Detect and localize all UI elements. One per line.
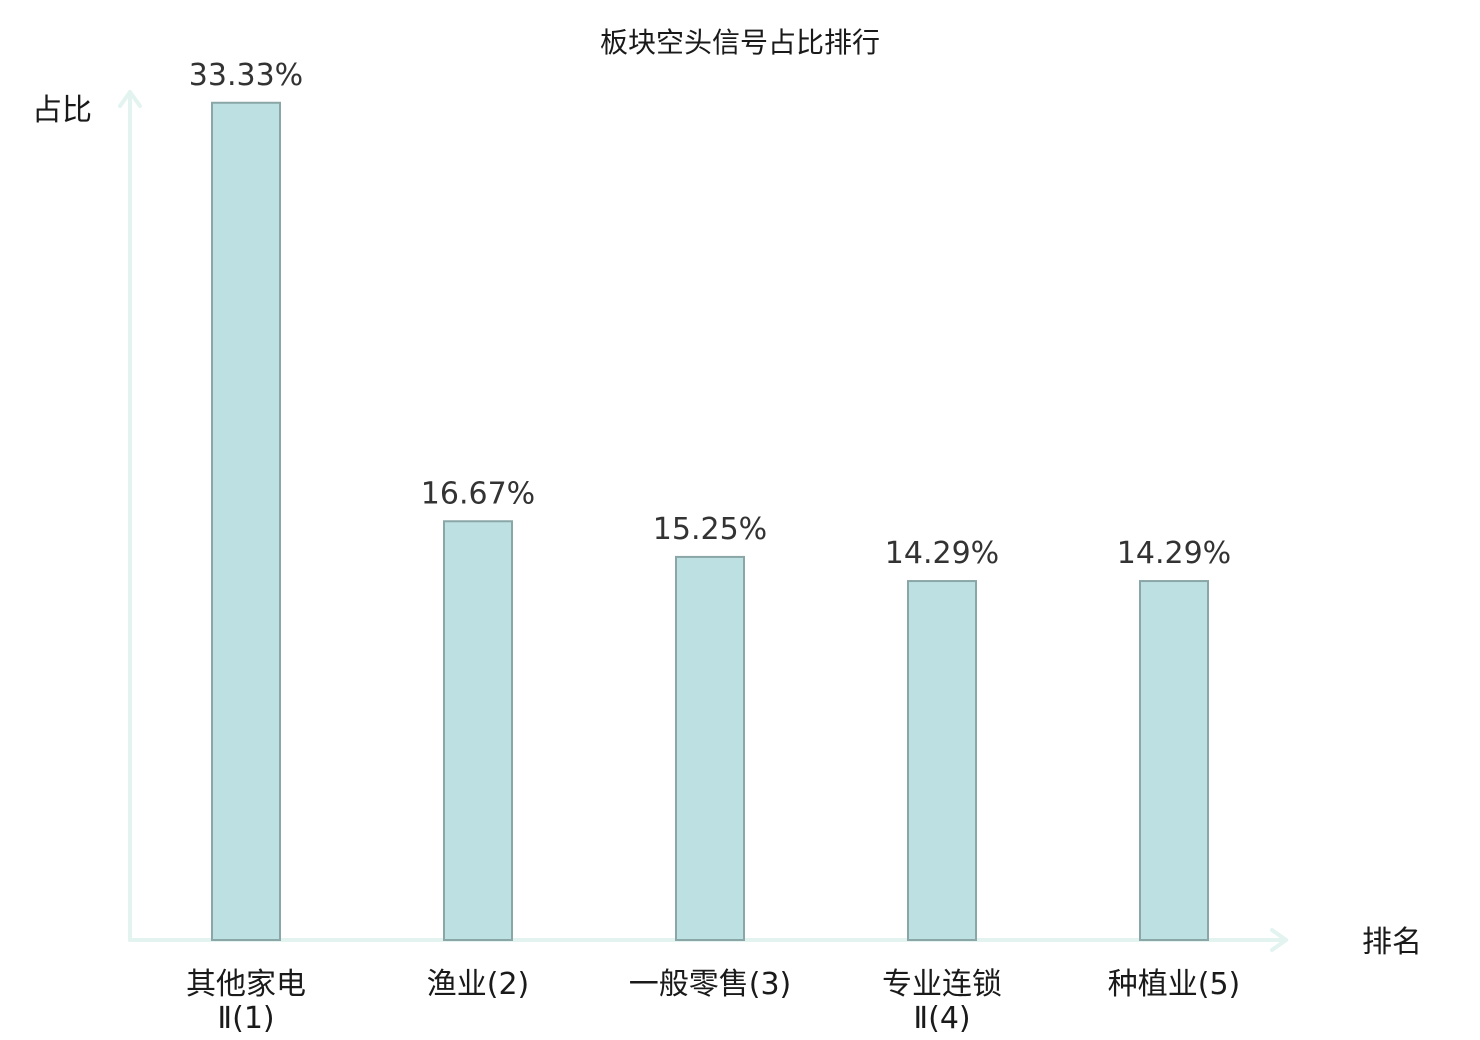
- bar-value-label: 15.25%: [653, 512, 767, 547]
- bar-value-label: 16.67%: [421, 476, 535, 511]
- bar: [443, 520, 513, 941]
- category-label: 其他家电: [186, 967, 306, 1002]
- bar-value-label: 33.33%: [189, 58, 303, 93]
- bar-value-label: 14.29%: [1117, 536, 1231, 571]
- category-label: Ⅱ(1): [217, 1001, 274, 1036]
- category-label: 一般零售(3): [629, 967, 792, 1002]
- x-axis-arrow: [1270, 928, 1288, 952]
- bar: [1139, 580, 1209, 941]
- bar-value-label: 14.29%: [885, 536, 999, 571]
- x-axis-title: 排名: [1362, 925, 1422, 960]
- bar: [211, 101, 281, 941]
- chart-title: 板块空头信号占比排行: [600, 26, 880, 59]
- bar: [907, 580, 977, 941]
- bars: [211, 101, 1209, 941]
- value-labels: 33.33% 16.67% 15.25% 14.29% 14.29%: [189, 58, 1231, 571]
- category-label: 专业连锁: [882, 967, 1002, 1002]
- category-label: Ⅱ(4): [913, 1001, 970, 1036]
- y-axis-arrow: [118, 90, 142, 108]
- bar: [675, 555, 745, 941]
- category-label: 种植业(5): [1108, 967, 1241, 1002]
- category-label: 渔业(2): [427, 967, 530, 1002]
- y-axis-title: 占比: [32, 93, 92, 128]
